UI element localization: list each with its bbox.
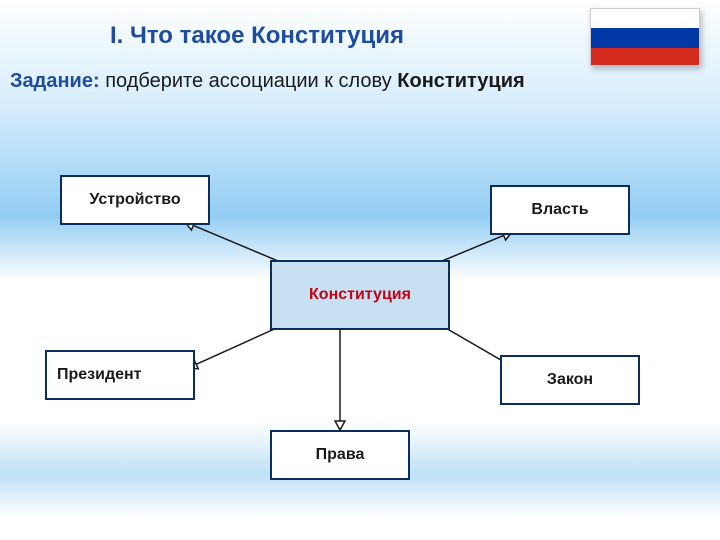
node-label: Власть: [531, 201, 588, 219]
task-text: подберите ассоциации к слову: [100, 70, 398, 92]
node-prezident: Президент: [45, 350, 195, 400]
node-label: Устройство: [89, 191, 180, 209]
task-emph: Конституция: [397, 70, 524, 92]
node-label: Права: [316, 446, 365, 464]
task-label: Задание:: [10, 70, 100, 92]
slide-title: I. Что такое Конституция: [110, 22, 404, 50]
node-ustroystvo: Устройство: [60, 175, 210, 225]
center-node: Конституция: [270, 260, 450, 330]
center-node-label: Конституция: [309, 286, 411, 304]
node-prava: Права: [270, 430, 410, 480]
flag-russia: [590, 8, 700, 66]
task-line: Задание: подберите ассоциации к слову Ко…: [10, 70, 525, 93]
node-label: Закон: [547, 371, 593, 389]
node-zakon: Закон: [500, 355, 640, 405]
node-vlast: Власть: [490, 185, 630, 235]
slide: I. Что такое Конституция Задание: подбер…: [0, 0, 720, 540]
node-label: Президент: [57, 366, 142, 384]
